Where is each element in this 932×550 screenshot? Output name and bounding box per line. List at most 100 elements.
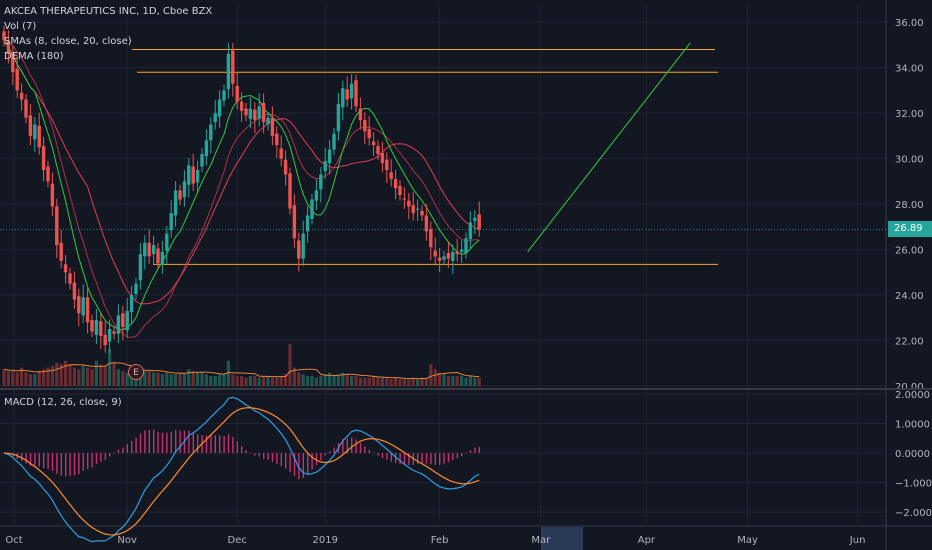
candle-body <box>402 198 407 200</box>
macd-histogram-bar <box>443 453 445 464</box>
volume-bar <box>464 377 468 386</box>
volume-bar <box>235 375 239 386</box>
volume-bar <box>209 375 213 386</box>
candle-body <box>222 90 226 101</box>
macd-histogram-bar <box>421 453 423 464</box>
candle-body <box>319 174 323 190</box>
volume-bar <box>99 364 103 386</box>
macd-histogram-bar <box>65 453 67 477</box>
macd-histogram-bar <box>126 444 128 454</box>
macd-histogram-bar <box>298 453 300 480</box>
volume-bar <box>94 360 98 386</box>
volume-bar <box>15 372 19 386</box>
macd-histogram-bar <box>368 449 370 454</box>
volume-bar <box>143 370 147 386</box>
macd-histogram-bar <box>29 453 32 466</box>
volume-bar <box>81 365 85 386</box>
candle-body <box>187 165 191 185</box>
candle-body <box>257 106 261 119</box>
macd-histogram-bar <box>434 453 436 465</box>
candle-body <box>46 166 50 182</box>
macd-histogram-bar <box>135 437 137 454</box>
candle-body <box>380 152 385 164</box>
candle-body <box>275 133 279 145</box>
macd-histogram-bar <box>311 453 313 470</box>
macd-histogram-bar <box>192 432 194 454</box>
volume-bar <box>77 369 81 386</box>
sma-legend: SMAs (8, close, 20, close) <box>4 36 132 47</box>
last-price-badge: 26.89 <box>888 221 932 238</box>
candle-body <box>68 273 72 284</box>
volume-bar <box>314 377 318 386</box>
candle-body <box>305 215 310 232</box>
macd-histogram-bar <box>227 434 230 454</box>
candle-body <box>85 297 90 323</box>
candle-body <box>231 50 235 84</box>
macd-histogram-bar <box>293 453 296 477</box>
macd-histogram-bar <box>25 453 27 464</box>
candle-body <box>371 141 376 145</box>
macd-histogram-bar <box>276 453 278 465</box>
macd-histogram-bar <box>69 453 71 476</box>
macd-histogram-bar <box>170 431 172 454</box>
candle-body <box>112 331 116 334</box>
volume-bar <box>196 372 200 386</box>
volume-bar <box>191 370 195 386</box>
macd-legend: MACD (12, 26, close, 9) <box>4 397 122 408</box>
macd-histogram-bar <box>346 438 348 454</box>
macd-tick-label: 2.0000 <box>895 390 930 401</box>
macd-histogram-bar <box>241 446 243 454</box>
macd-histogram-bar <box>359 442 362 454</box>
volume-bar <box>152 372 156 386</box>
candle-body <box>15 68 19 91</box>
volume-bar <box>112 362 116 386</box>
trend-projection-line <box>527 42 691 253</box>
macd-histogram-bar <box>78 453 80 475</box>
y-tick-label: 36.00 <box>895 18 924 29</box>
candle-body <box>165 233 169 251</box>
volume-bar <box>380 377 384 386</box>
volume-bar <box>182 372 186 386</box>
candle-body <box>420 210 424 216</box>
volume-bar <box>6 370 10 386</box>
candle-body <box>292 205 297 239</box>
candle-body <box>121 313 125 327</box>
macd-histogram-bar <box>307 453 309 475</box>
x-tick-label: Feb <box>431 535 449 546</box>
macd-histogram-bar <box>122 447 124 454</box>
macd-histogram-bar <box>166 432 168 454</box>
volume-bar <box>200 372 204 386</box>
candle-body <box>464 238 468 253</box>
candle-body <box>195 169 200 183</box>
candle-body <box>367 129 371 139</box>
candle-body <box>301 233 305 259</box>
volume-bar <box>178 372 182 386</box>
volume-bar <box>121 370 125 386</box>
volume-bar <box>288 344 292 386</box>
volume-bar <box>394 377 398 386</box>
macd-histogram-bar <box>56 453 58 474</box>
candle-body <box>253 109 257 120</box>
volume-bar <box>429 364 433 386</box>
macd-histogram-bar <box>320 453 322 461</box>
volume-bar <box>262 375 266 386</box>
x-tick-label: Mar <box>531 535 551 546</box>
volume-bar <box>275 377 279 386</box>
earnings-icon[interactable]: E <box>128 364 144 380</box>
candle-body <box>41 146 46 170</box>
macd-histogram-bar <box>364 446 366 454</box>
macd-histogram-bar <box>355 439 357 454</box>
candle-body <box>191 166 195 184</box>
volume-bar <box>42 369 46 386</box>
macd-histogram-bar <box>395 453 397 464</box>
y-tick-label: 22.00 <box>895 337 924 348</box>
volume-bar <box>336 374 340 386</box>
candle-body <box>398 185 402 195</box>
volume-bar <box>279 375 283 386</box>
macd-histogram-bar <box>254 453 256 456</box>
candle-body <box>310 199 314 219</box>
volume-bar <box>270 377 274 386</box>
candle-body <box>226 54 231 90</box>
candle-body <box>354 80 358 107</box>
